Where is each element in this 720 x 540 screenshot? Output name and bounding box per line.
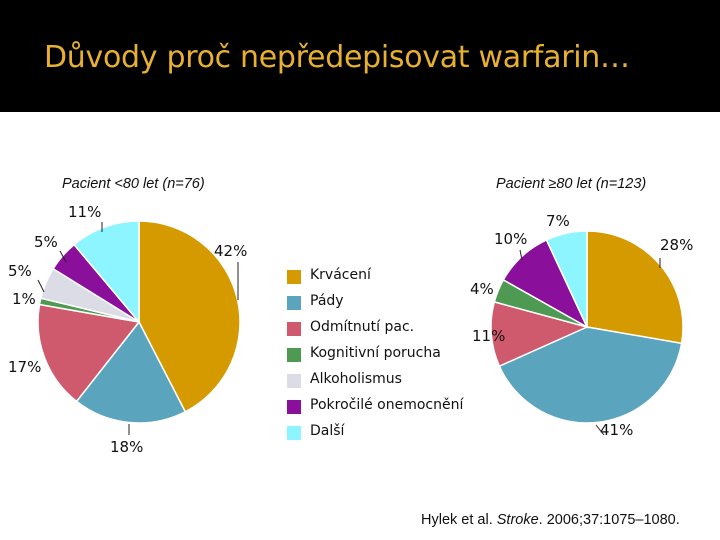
legend-label: Kognitivní porucha [310,345,441,361]
legend-swatch [287,426,301,440]
pie-slice [73,220,140,325]
legend-swatch [287,348,301,362]
legend-label: Pády [310,293,344,309]
legend-swatch [287,322,301,336]
leader-line [37,279,45,293]
data-label: 17% [8,358,41,376]
pie-slice [138,220,241,413]
citation: Hylek et al. Stroke. 2006;37:1075–1080. [421,512,680,528]
pie-chart-1: 42% 18% 17% 1% 5%5% 11% [8,203,247,456]
legend-label: Pokročilé onemocnění [310,397,464,413]
slide-title: Důvody proč nepředepisovat warfarin… [44,40,630,75]
legend-swatch [287,400,301,414]
pie-slice [75,320,187,424]
data-label: 4% [470,280,494,298]
legend-label: Krvácení [310,267,371,283]
pie-slice [498,326,683,424]
data-label: 28% [660,236,693,254]
data-label: 11% [472,327,505,345]
data-label: 11% [68,203,101,221]
data-label: 42% [214,242,247,260]
pie-slice [37,303,141,403]
data-label: 10% [494,230,527,248]
legend-swatch [287,270,301,284]
citation-journal: Stroke [496,512,539,528]
data-label: 5% [34,233,58,251]
legend-label: Odmítnutí pac. [310,319,415,335]
chart-title-under-80: Pacient <80 let (n=76) [62,176,205,192]
citation-authors: Hylek et al. [421,512,497,528]
leader-line [595,424,605,436]
leader-line [59,250,67,263]
title-bar: Důvody proč nepředepisovat warfarin… [0,0,720,112]
citation-details: . 2006;37:1075–1080. [538,512,680,528]
data-label: 5% [8,262,32,280]
data-label: 7% [546,212,570,230]
data-label: 41% [600,421,633,439]
pie-chart-2: 28% 41% 11% 4% 10% 7% [470,212,693,439]
leader-line [519,249,523,261]
legend-label: Alkoholismus [310,371,402,387]
data-label: 18% [110,438,143,456]
pie-slice [490,300,590,368]
legend-swatch [287,374,301,388]
data-label: 1% [12,290,36,308]
legend-label: Další [310,423,345,439]
legend-swatch [287,296,301,310]
pie-slice [545,230,588,328]
chart-title-80-plus: Pacient ≥80 let (n=123) [496,176,647,192]
